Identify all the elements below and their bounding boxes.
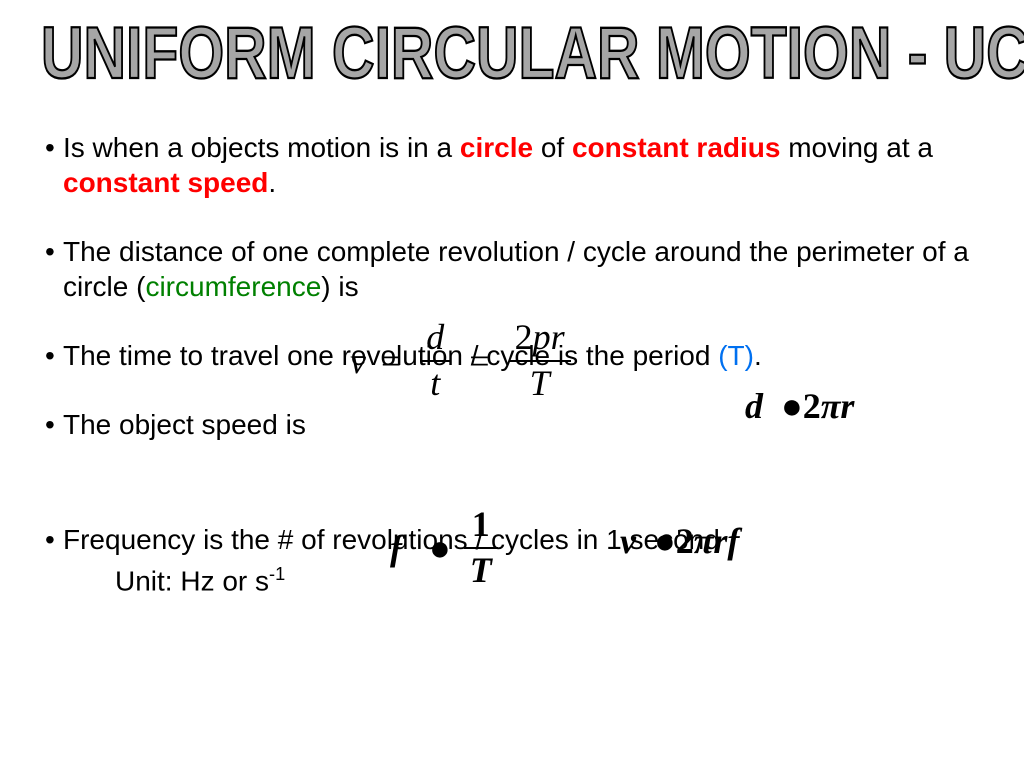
unit-exponent: -1 — [269, 564, 285, 584]
text: . — [268, 167, 276, 198]
eq-equals: = — [381, 340, 401, 382]
text: moving at a — [780, 132, 933, 163]
text: ) is — [321, 271, 358, 302]
equation-v-freq: v ●2πrf — [620, 520, 739, 562]
fraction-2pir-over-t: 2pr T — [509, 318, 571, 403]
unit-line: Unit: Hz or s-1 — [115, 563, 985, 598]
denominator-t: T — [464, 549, 498, 591]
text: The object speed is — [63, 409, 306, 440]
text: . — [754, 340, 762, 371]
denominator-t: t — [420, 362, 450, 404]
eq-v: v — [620, 521, 636, 561]
term-circumference: circumference — [145, 271, 321, 302]
eq-2: 2 — [676, 521, 694, 561]
garbled-op: ● — [429, 527, 451, 569]
bullet-definition: Is when a objects motion is in a circle … — [45, 130, 985, 200]
eq-f: f — [390, 527, 402, 569]
equation-frequency: f ● 1 T — [390, 505, 502, 590]
bullet-frequency: Frequency is the # of revolutions / cycl… — [45, 522, 985, 557]
fraction-d-over-t: d t — [420, 318, 450, 403]
numerator-1: 1 — [464, 505, 498, 549]
text: Is when a objects motion is in a — [63, 132, 460, 163]
term-circle: circle — [460, 132, 533, 163]
term-constant-radius: constant radius — [572, 132, 780, 163]
bullet-speed: The object speed is — [45, 407, 985, 442]
denominator-big-t: T — [509, 362, 571, 404]
eq-rf: rf — [713, 521, 739, 561]
eq-equals: = — [469, 340, 489, 382]
numerator-d: d — [420, 318, 450, 362]
bullet-circumference: The distance of one complete revolution … — [45, 234, 985, 304]
garbled-op: ● — [654, 521, 676, 561]
slide: UNIFORM CIRCULAR MOTION - UCM Is when a … — [0, 0, 1024, 768]
term-constant-speed: constant speed — [63, 167, 268, 198]
eq-pi: π — [694, 521, 714, 561]
equation-speed: v = d t = 2pr T — [350, 318, 575, 403]
eq-v: v — [350, 340, 366, 382]
text: of — [533, 132, 572, 163]
term-period-t: (T) — [718, 340, 754, 371]
numerator-2pir: 2pr — [509, 318, 571, 362]
unit-text: Unit: Hz or s — [115, 565, 269, 596]
fraction-1-over-t: 1 T — [464, 505, 498, 590]
slide-title: UNIFORM CIRCULAR MOTION - UCM — [41, 10, 983, 95]
